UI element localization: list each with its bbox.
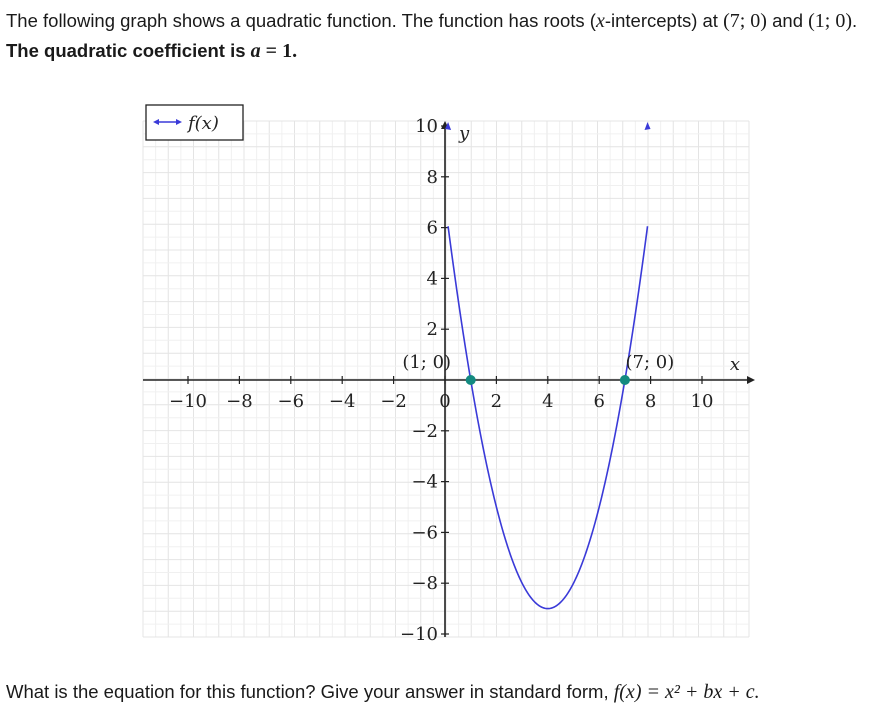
intro-text-1: The following graph shows a quadratic fu… [6,10,596,31]
y-tick-label: 2 [427,319,438,340]
y-tick-label: −10 [400,624,438,645]
question-text: What is the equation for this function? … [6,681,614,702]
root-point-label: (1; 0) [402,352,451,373]
root-2: (1; 0) [808,10,853,32]
legend-arrow-right [176,119,182,125]
y-tick-label: 4 [427,268,438,289]
intro-text-2: -intercepts) at [604,10,724,31]
function-curve [447,226,649,610]
x-axis-label: x [730,354,740,375]
x-tick-label: 10 [691,391,714,412]
x-tick-label: 2 [491,391,502,412]
curve-arrow-left [445,122,452,130]
x-tick-label: 6 [593,391,604,412]
intro-and: and [766,10,809,31]
grid [142,120,750,638]
problem-statement: The following graph shows a quadratic fu… [6,6,890,66]
x-axis-arrow [747,376,755,384]
x-tick-label: −10 [169,391,207,412]
intro-x-var: x [595,10,605,32]
question: What is the equation for this function? … [6,677,890,707]
coefficient-statement: The quadratic coefficient is a = 1. [6,40,298,62]
legend-label: f(x) [186,113,219,134]
intro-text-3: . [852,10,858,31]
y-tick-label: −6 [411,522,438,543]
y-tick-label: −4 [411,472,438,493]
y-tick-label: 10 [415,116,438,137]
y-axis-label: y [458,123,470,144]
x-tick-label: 8 [645,391,656,412]
y-tick-label: 8 [427,167,438,188]
root-1: (7; 0) [723,10,767,32]
x-tick-label: 4 [542,391,553,412]
root-point [619,375,630,385]
legend: f(x) [145,104,244,141]
coefficient-var: a [250,40,261,62]
y-tick-label: 6 [427,218,438,239]
curve-arrow-right [644,122,651,130]
root-point [465,375,476,385]
x-tick-label: −4 [329,391,356,412]
x-tick-label: −2 [380,391,407,412]
coefficient-value: = 1. [260,40,298,62]
coefficient-text: The quadratic coefficient is [6,40,251,61]
legend-arrow-left [153,119,159,125]
x-tick-label: 0 [439,391,450,412]
y-tick-label: −8 [411,573,438,594]
x-tick-label: −6 [278,391,305,412]
standard-form-formula: f(x) = x² + bx + c. [613,681,760,703]
y-tick-label: −2 [411,421,438,442]
root-point-label: (7; 0) [626,352,675,373]
x-tick-label: −8 [226,391,253,412]
